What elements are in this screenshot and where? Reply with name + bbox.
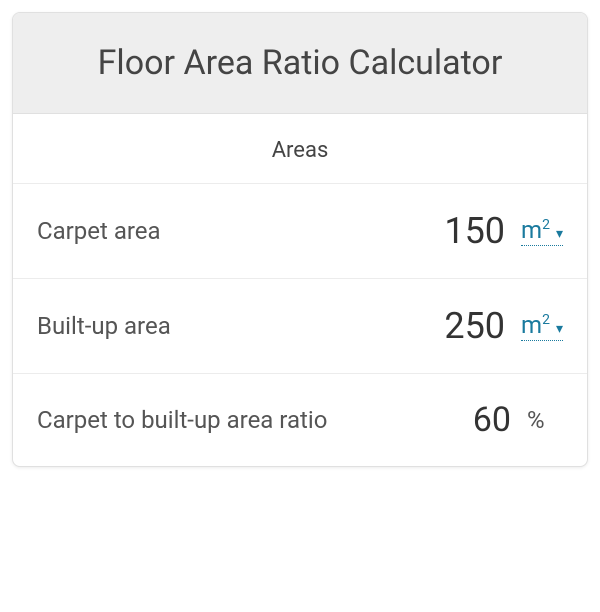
chevron-down-icon: ▾: [556, 321, 563, 337]
input-row-built-up-area: Built-up area 250 m2 ▾: [13, 279, 587, 374]
row-label: Carpet to built-up area ratio: [37, 406, 473, 434]
card-header: Floor Area Ratio Calculator: [13, 13, 587, 114]
calculator-card: Floor Area Ratio Calculator Areas Carpet…: [12, 12, 588, 467]
row-label: Built-up area: [37, 312, 444, 340]
row-label: Carpet area: [37, 217, 444, 245]
input-row-carpet-area: Carpet area 150 m2 ▾: [13, 184, 587, 279]
unit-label: %: [527, 406, 563, 434]
row-value[interactable]: 250: [444, 305, 505, 347]
unit-label: m2: [521, 311, 550, 339]
chevron-down-icon: ▾: [556, 226, 563, 242]
unit-dropdown[interactable]: m2 ▾: [521, 311, 563, 341]
section-title: Areas: [13, 114, 587, 184]
unit-dropdown[interactable]: m2 ▾: [521, 216, 563, 246]
card-title: Floor Area Ratio Calculator: [37, 43, 563, 83]
unit-label: m2: [521, 216, 550, 244]
row-value: 60: [473, 400, 511, 440]
row-value[interactable]: 150: [444, 210, 505, 252]
output-row-ratio: Carpet to built-up area ratio 60 %: [13, 374, 587, 466]
